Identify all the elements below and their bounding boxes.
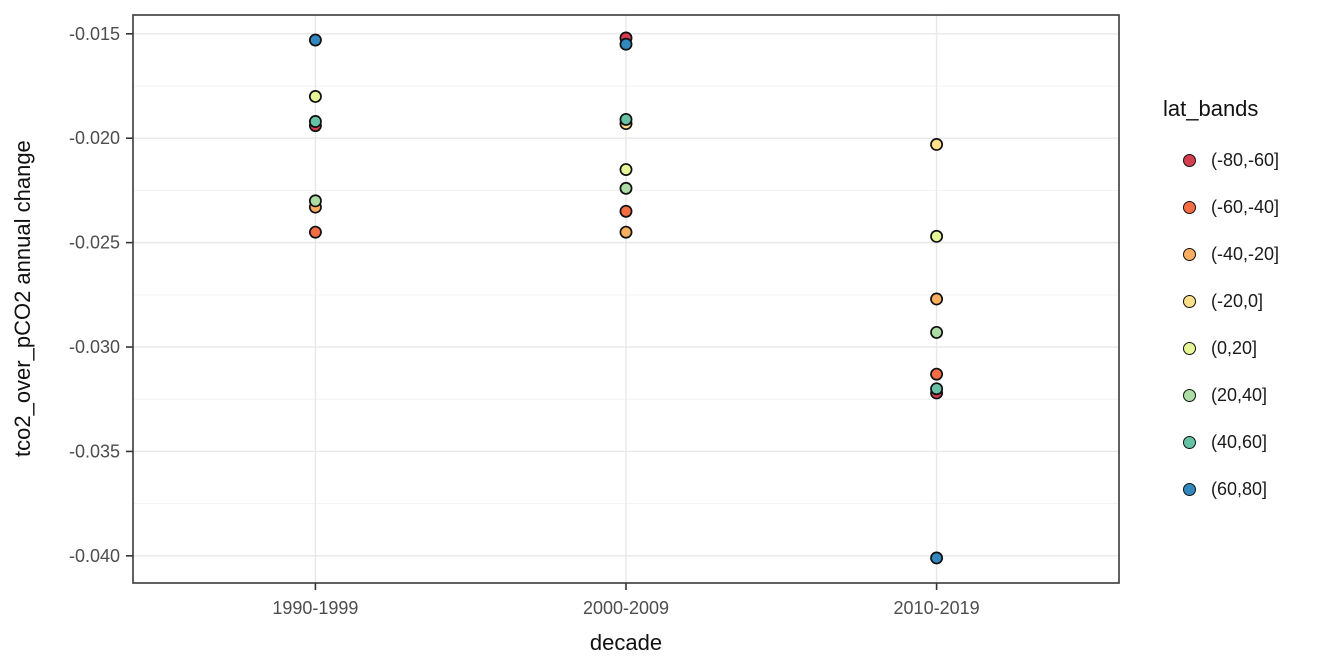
y-tick-label: -0.020 (69, 128, 120, 148)
legend-key-dot (1183, 247, 1196, 261)
legend-key-dot (1183, 341, 1196, 355)
data-point (930, 292, 944, 306)
data-point (619, 37, 633, 51)
legend-item-label: (0,20] (1211, 337, 1258, 358)
data-point (308, 115, 322, 128)
legend-item-label: (-20,0] (1211, 290, 1264, 311)
legend-item: (-20,0] (1161, 287, 1263, 315)
legend-key-dot (1183, 153, 1196, 167)
data-point (619, 163, 633, 176)
data-point (619, 181, 633, 195)
legend-item-label: (20,40] (1211, 384, 1268, 405)
legend-item: (-40,-20] (1161, 240, 1279, 268)
legend-item: (0,20] (1161, 334, 1257, 362)
legend-item: (-80,-60] (1161, 146, 1279, 174)
data-point (619, 112, 633, 126)
legend-item: (20,40] (1161, 381, 1267, 409)
legend-key-dot (1183, 200, 1196, 214)
data-point (619, 225, 633, 239)
data-point (930, 382, 944, 396)
data-point (308, 89, 322, 103)
data-point (930, 367, 944, 381)
legend-item-label: (-60,-40] (1211, 196, 1280, 217)
legend-item: (-60,-40] (1161, 193, 1279, 221)
y-axis-title: tco2_over_pCO2 annual change (10, 140, 35, 458)
x-tick-label: 1990-1999 (272, 598, 358, 618)
legend-item: (60,80] (1161, 475, 1267, 503)
legend-item-label: (-80,-60] (1211, 149, 1280, 170)
legend-key-dot (1183, 388, 1196, 402)
data-point (930, 325, 944, 339)
y-tick-label: -0.030 (69, 337, 120, 357)
x-tick-label: 2010-2019 (894, 598, 980, 618)
legend-key-dot (1183, 482, 1196, 496)
legend-key-dot (1183, 435, 1196, 449)
legend-item-label: (40,60] (1211, 431, 1268, 452)
legend: lat_bands (-80,-60] (-60,-40] (-40,-20] (-2… (1161, 0, 1344, 672)
panel-border (132, 14, 1120, 584)
data-point (930, 138, 944, 151)
legend-item-label: (-40,-20] (1211, 243, 1280, 264)
data-point (308, 194, 322, 208)
data-point (619, 204, 633, 218)
legend-item: (40,60] (1161, 428, 1267, 456)
legend-title: lat_bands (1163, 96, 1259, 121)
legend-item-label: (60,80] (1211, 478, 1268, 499)
data-point (930, 551, 944, 565)
data-point (308, 33, 322, 47)
y-tick-label: -0.035 (69, 441, 120, 461)
x-tick-label: 2000-2009 (583, 598, 669, 618)
legend-key-dot (1183, 294, 1196, 308)
y-tick-label: -0.025 (69, 233, 120, 253)
y-tick-label: -0.040 (69, 546, 120, 566)
data-point (930, 229, 944, 243)
data-point (308, 225, 322, 239)
y-tick-label: -0.015 (69, 24, 120, 44)
x-axis-title: decade (589, 630, 663, 655)
